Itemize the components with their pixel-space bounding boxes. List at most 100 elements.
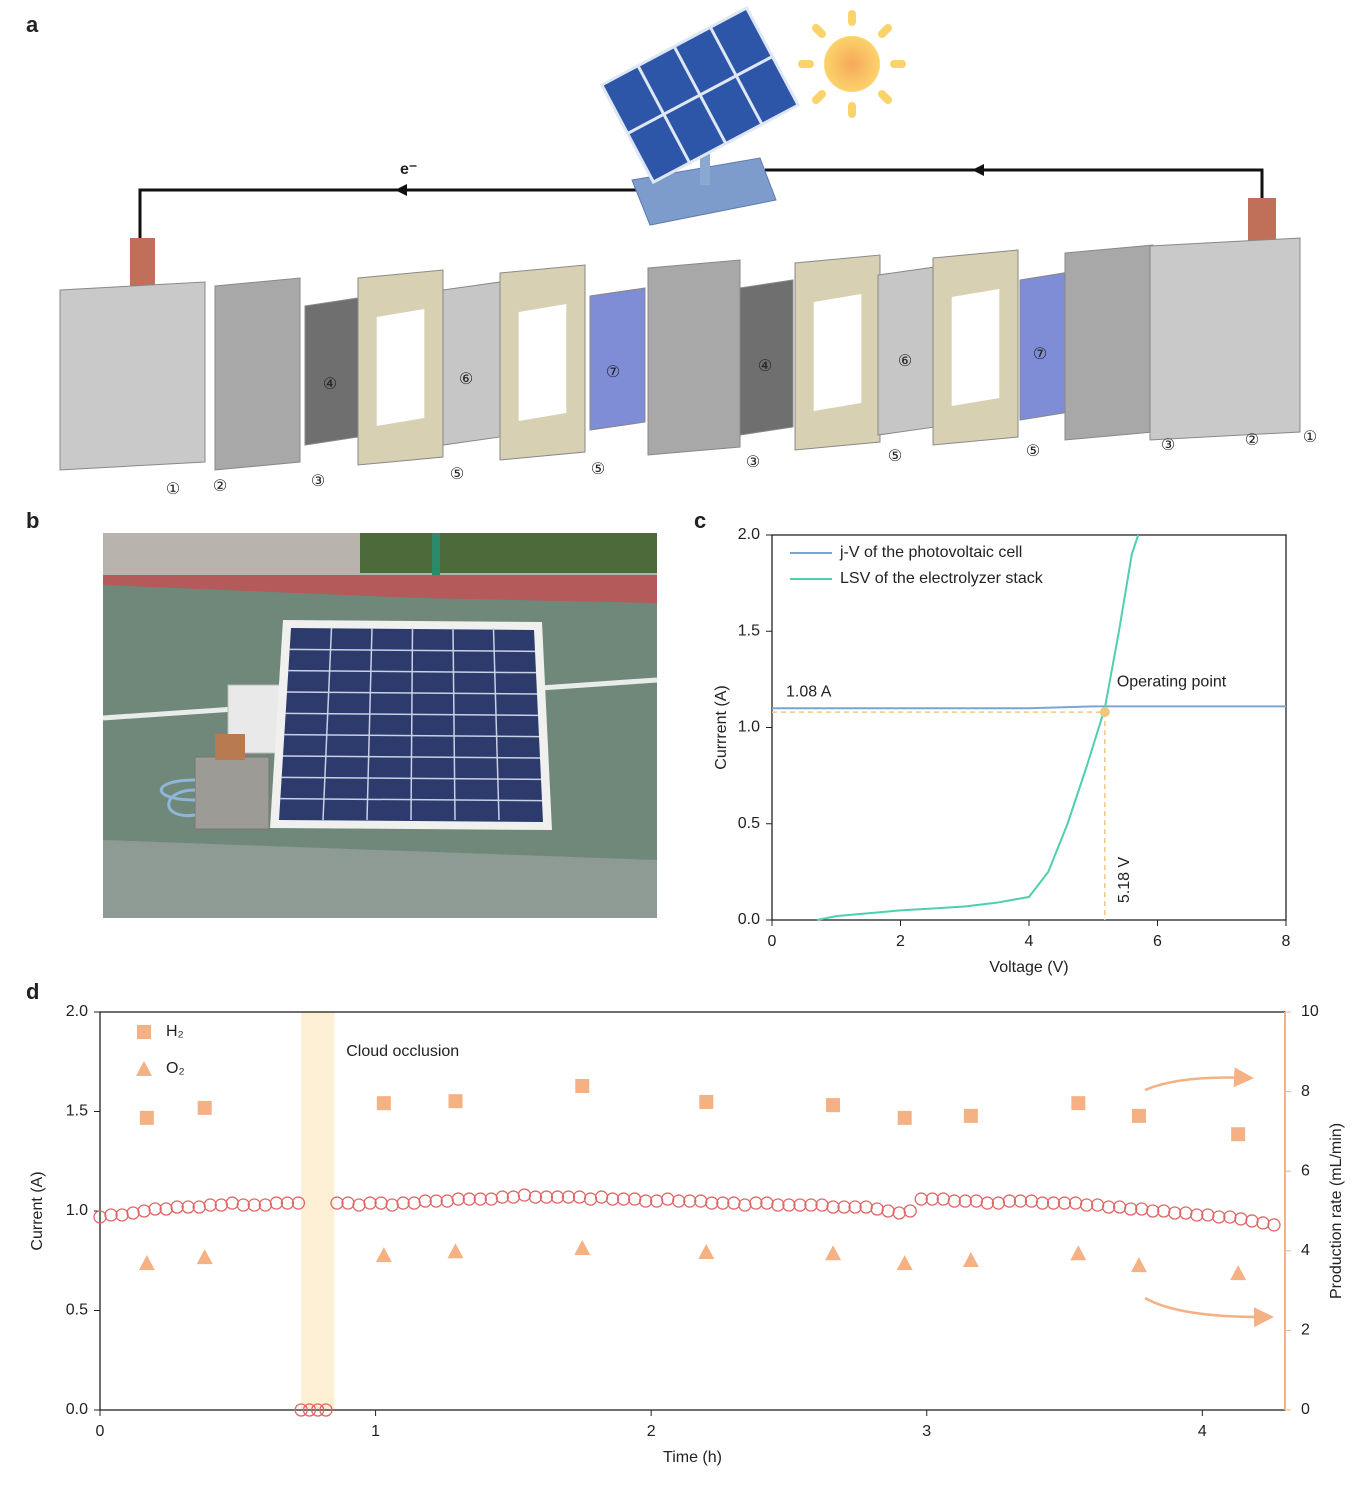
marker — [962, 1251, 979, 1267]
x-tick-label: 4 — [1198, 1423, 1207, 1440]
marker — [376, 1096, 391, 1111]
marker — [1223, 1210, 1237, 1224]
legend-label: H₂ — [166, 1023, 184, 1040]
marker — [958, 1194, 972, 1208]
electron-label: e⁻ — [400, 161, 417, 178]
marker — [1124, 1202, 1138, 1216]
marker — [914, 1192, 928, 1206]
marker — [311, 1403, 325, 1417]
red-zone — [103, 575, 657, 603]
marker — [1230, 1265, 1247, 1281]
marker — [197, 1100, 212, 1115]
part-label: ① — [166, 481, 180, 498]
y-tick-label: 2.0 — [66, 1003, 88, 1020]
marker — [1201, 1208, 1215, 1222]
marker — [294, 1403, 308, 1417]
marker — [319, 1403, 333, 1417]
marker — [561, 1190, 576, 1204]
grid-line — [322, 627, 333, 821]
marker — [804, 1198, 818, 1212]
legend-swatch — [136, 1061, 152, 1076]
shade-label: Cloud occlusion — [346, 1043, 459, 1060]
marker — [539, 1190, 554, 1204]
marker — [699, 1094, 714, 1109]
marker — [1212, 1210, 1226, 1224]
marker — [1002, 1194, 1017, 1208]
marker — [925, 1192, 939, 1206]
marker — [1190, 1208, 1204, 1222]
marker — [196, 1249, 213, 1265]
grid-line — [288, 669, 537, 674]
marker — [484, 1192, 498, 1206]
x-tick-label: 2 — [896, 933, 905, 950]
marker — [181, 1200, 195, 1214]
grid-line — [492, 627, 500, 821]
marker — [896, 1255, 913, 1271]
part-label: ③ — [311, 473, 325, 490]
grid-line — [285, 712, 539, 717]
copper-tab — [130, 238, 155, 288]
solar-panel — [599, 5, 801, 185]
marker — [374, 1196, 388, 1210]
marker — [705, 1196, 719, 1210]
chart: 0 2 4 6 8 0.0 0.5 1.0 1.5 2.0 Voltage (V) Currrent … — [713, 526, 1290, 976]
stack-diagram — [59, 5, 1301, 471]
wire — [765, 168, 1264, 205]
plate — [214, 277, 301, 471]
trees — [360, 533, 657, 573]
y2-tick-label: 4 — [1301, 1242, 1310, 1259]
x-axis-label: Voltage (V) — [989, 959, 1068, 976]
panel-label: b — [26, 508, 39, 533]
marker — [148, 1202, 162, 1216]
y2-axis-label: Production rate (mL/min) — [1328, 1123, 1345, 1299]
grid-line — [410, 627, 414, 821]
marker — [330, 1196, 344, 1210]
marker — [727, 1196, 741, 1210]
wire-arrow — [972, 164, 984, 176]
legend-label: LSV of the electrolyzer stack — [840, 570, 1044, 587]
part-label: ② — [213, 478, 227, 495]
marker — [1090, 1198, 1105, 1212]
part-label: ⑤ — [888, 448, 902, 465]
plate — [304, 297, 359, 446]
marker — [1245, 1214, 1259, 1228]
marker — [892, 1206, 906, 1220]
frame-window — [376, 309, 425, 426]
line — [816, 534, 1140, 921]
part-label: ③ — [746, 454, 760, 471]
marker — [236, 1198, 250, 1212]
part-label: ④ — [323, 376, 337, 393]
marker — [825, 1245, 842, 1261]
plate — [739, 279, 794, 436]
marker — [1146, 1204, 1160, 1218]
marker — [495, 1190, 509, 1204]
tabs — [215, 734, 245, 760]
grid-line — [280, 797, 543, 802]
marker — [616, 1192, 631, 1206]
marker — [683, 1194, 697, 1208]
y2-tick-label: 0 — [1301, 1401, 1310, 1418]
marker — [572, 1190, 587, 1204]
grid-line — [281, 776, 542, 781]
photo — [102, 533, 658, 918]
grid-line — [289, 648, 536, 653]
marker — [574, 1240, 591, 1256]
part-label: ⑦ — [606, 364, 620, 381]
frame-window — [951, 289, 1000, 406]
pole — [432, 533, 440, 578]
marker — [672, 1194, 686, 1208]
marker — [1131, 1108, 1146, 1123]
y2-tick-label: 2 — [1301, 1322, 1310, 1339]
marker — [247, 1198, 261, 1212]
wire-arrow — [395, 184, 407, 196]
plate — [59, 281, 206, 471]
solar-grid — [280, 627, 543, 821]
marker — [448, 1094, 463, 1109]
marker — [407, 1196, 421, 1210]
arrow — [1144, 1067, 1254, 1092]
marker — [826, 1098, 841, 1113]
marker — [826, 1200, 840, 1214]
marker — [1179, 1206, 1193, 1220]
marker — [1013, 1194, 1028, 1208]
